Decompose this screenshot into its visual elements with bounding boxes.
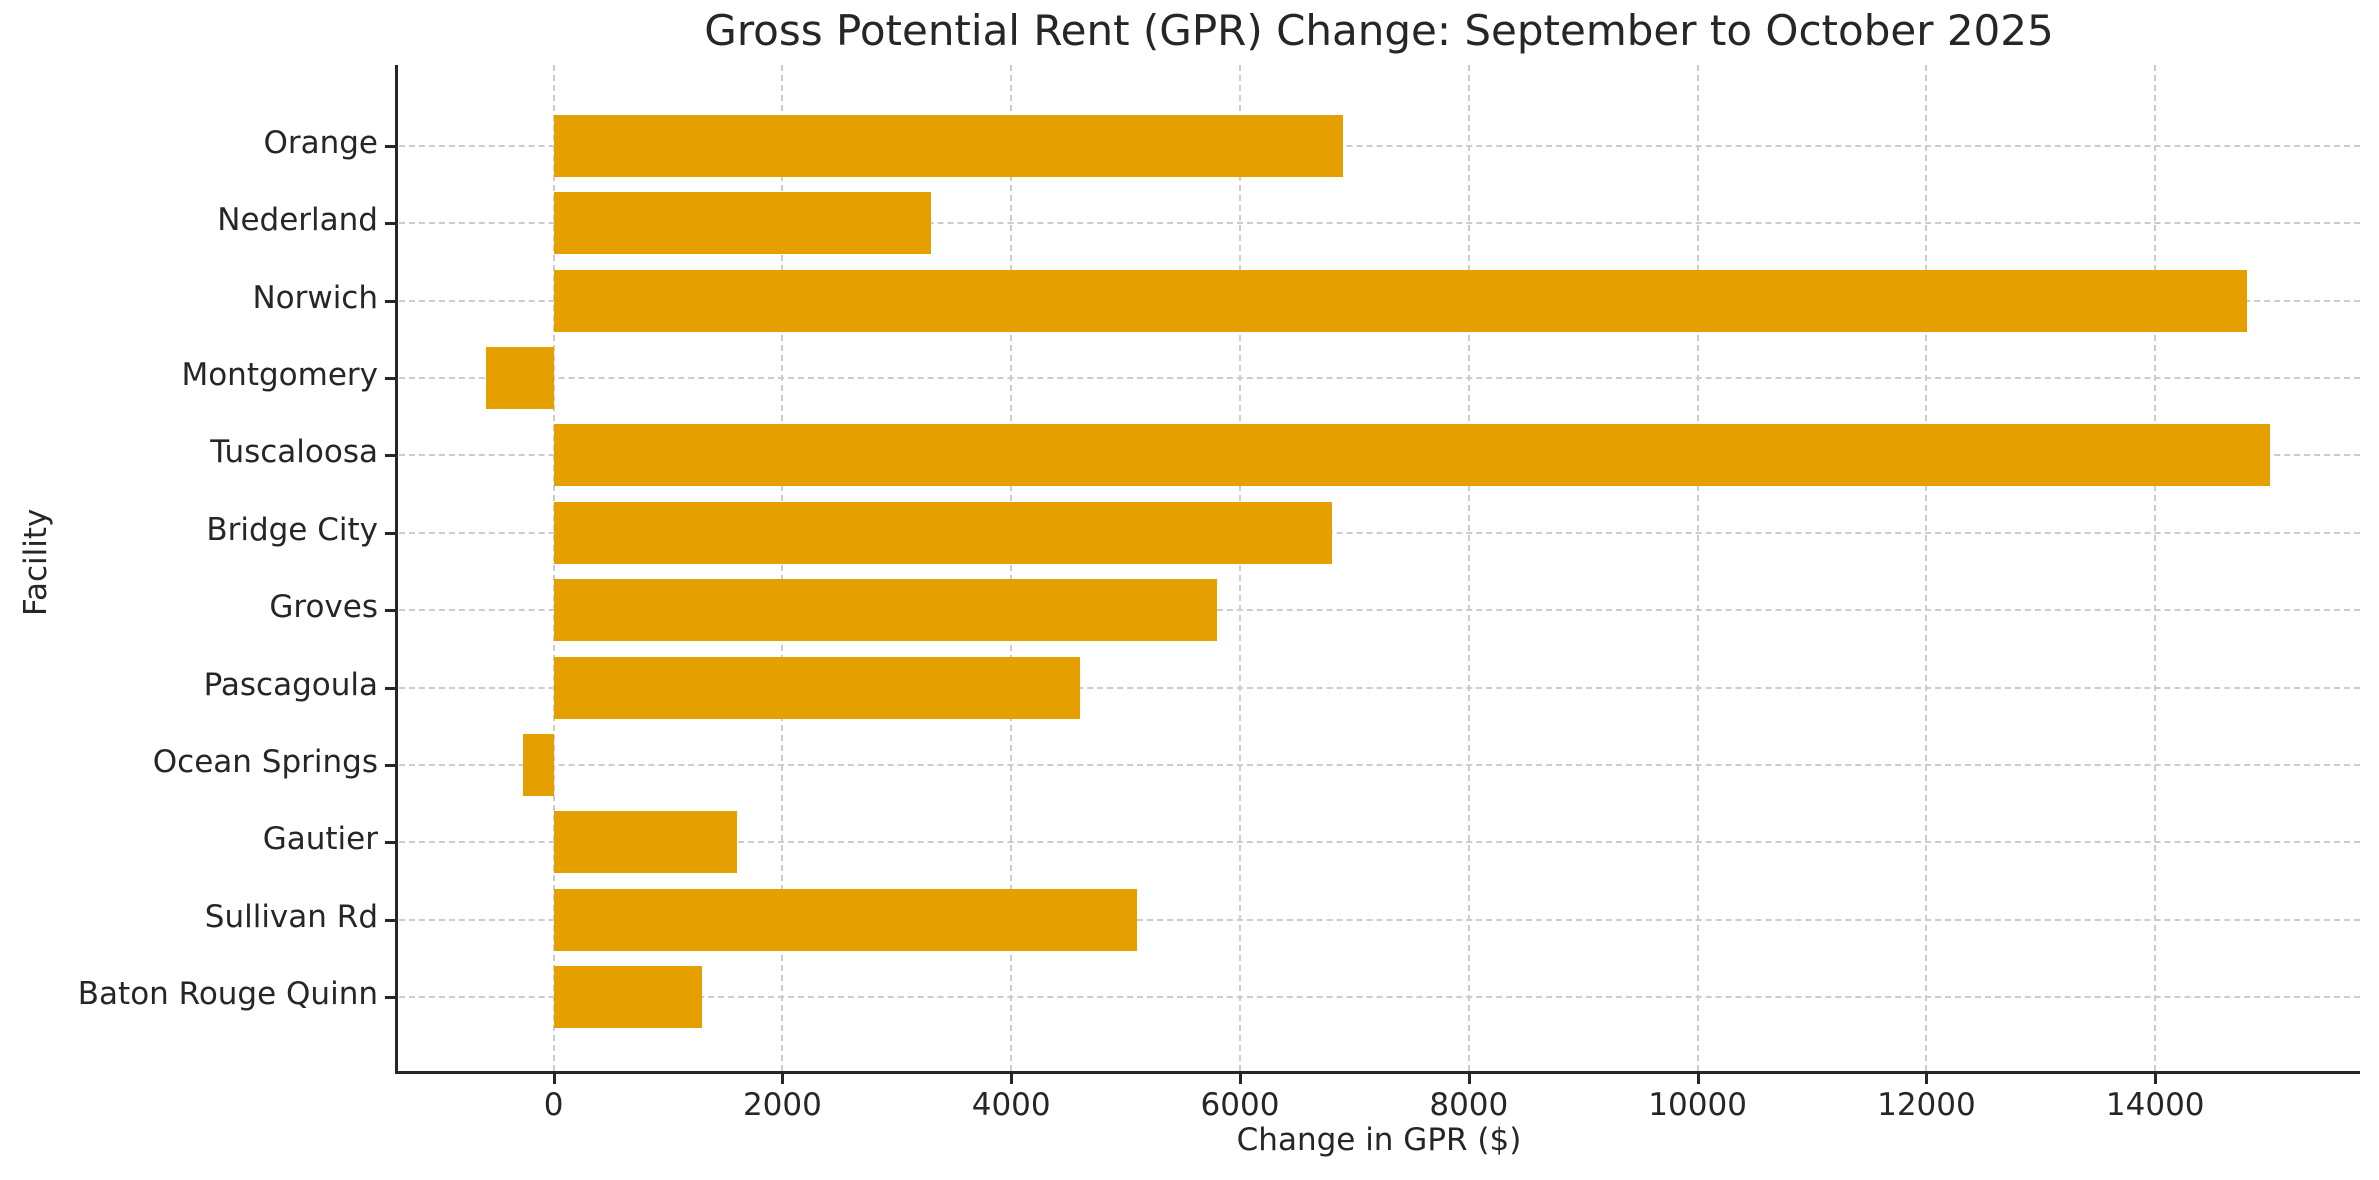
y-tick-label-tuscaloosa: Tuscaloosa (210, 434, 378, 471)
y-gridline-bridge-city (399, 531, 2360, 534)
x-tick-label-14000: 14000 (2105, 1087, 2205, 1123)
x-gridline-6000 (1239, 65, 1241, 1071)
y-gridline-montgomery (399, 377, 2360, 380)
bar-groves (553, 579, 1218, 642)
y-tick-label-sullivan-rd: Sullivan Rd (204, 898, 378, 935)
y-tick-norwich (385, 299, 395, 303)
x-axis-label: Change in GPR ($) (1236, 1122, 1522, 1158)
y-gridline-groves (399, 609, 2360, 612)
x-tick-8000 (1467, 1074, 1471, 1084)
y-tick-baton-rouge-quinn (385, 996, 395, 999)
y-tick-gautier (385, 841, 395, 845)
x-tick-2000 (781, 1074, 785, 1084)
x-tick-label-8000: 8000 (1429, 1087, 1509, 1123)
x-tick-12000 (1925, 1074, 1929, 1084)
bar-gautier (553, 811, 737, 874)
x-tick-label-10000: 10000 (1648, 1087, 1747, 1123)
y-tick-pascagoula (385, 686, 395, 690)
bar-ocean-springs (522, 733, 554, 796)
x-tick-label-2000: 2000 (742, 1087, 822, 1123)
bar-sullivan-rd (553, 888, 1138, 951)
x-tick-label-0: 0 (543, 1087, 564, 1123)
y-tick-orange (385, 145, 395, 148)
y-tick-groves (385, 609, 395, 613)
y-tick-ocean-springs (385, 763, 395, 767)
y-tick-label-ocean-springs: Ocean Springs (152, 743, 378, 780)
y-tick-label-gautier: Gautier (262, 821, 378, 858)
chart-title: Gross Potential Rent (GPR) Change: Septe… (704, 6, 2054, 55)
x-tick-6000 (1239, 1074, 1242, 1084)
y-axis-spine (395, 65, 398, 1074)
y-gridline-sullivan-rd (399, 918, 2360, 921)
x-gridline-0 (552, 65, 555, 1071)
y-tick-label-nederland: Nederland (217, 202, 378, 239)
bar-bridge-city (553, 501, 1332, 564)
x-tick-0 (552, 1074, 556, 1084)
x-gridline-12000 (1925, 65, 1928, 1071)
x-tick-14000 (2154, 1074, 2158, 1084)
y-gridline-orange (399, 145, 2360, 147)
y-tick-tuscaloosa (385, 454, 395, 458)
bar-tuscaloosa (553, 424, 2270, 487)
bar-montgomery (486, 347, 554, 410)
y-gridline-nederland (399, 222, 2360, 225)
y-gridline-ocean-springs (399, 763, 2360, 766)
bar-norwich (553, 269, 2247, 332)
x-gridline-10000 (1696, 65, 1699, 1071)
x-tick-label-6000: 6000 (1200, 1087, 1280, 1123)
y-tick-label-orange: Orange (263, 125, 378, 161)
bar-pascagoula (553, 656, 1080, 719)
y-tick-label-baton-rouge-quinn: Baton Rouge Quinn (77, 976, 378, 1012)
x-tick-10000 (1696, 1074, 1700, 1084)
y-gridline-baton-rouge-quinn (399, 996, 2360, 998)
x-tick-label-12000: 12000 (1877, 1087, 1976, 1123)
y-tick-montgomery (385, 377, 395, 381)
x-axis-spine (395, 1071, 2360, 1074)
x-gridline-2000 (781, 65, 784, 1071)
y-tick-nederland (385, 222, 395, 226)
bar-baton-rouge-quinn (553, 966, 703, 1028)
y-tick-label-norwich: Norwich (252, 279, 378, 316)
y-tick-label-montgomery: Montgomery (181, 357, 378, 394)
bar-nederland (553, 192, 932, 255)
y-tick-label-groves: Groves (269, 589, 378, 626)
y-tick-sullivan-rd (385, 918, 395, 922)
y-tick-label-bridge-city: Bridge City (206, 511, 378, 548)
bar-orange (553, 115, 1343, 177)
y-tick-bridge-city (385, 531, 395, 535)
x-tick-label-4000: 4000 (971, 1087, 1051, 1123)
x-gridline-14000 (2154, 65, 2157, 1071)
x-gridline-4000 (1010, 65, 1013, 1071)
x-tick-4000 (1010, 1074, 1014, 1084)
x-gridline-8000 (1467, 65, 1470, 1071)
y-gridline-pascagoula (399, 686, 2360, 689)
y-tick-label-pascagoula: Pascagoula (203, 666, 378, 703)
y-gridline-gautier (399, 841, 2360, 844)
